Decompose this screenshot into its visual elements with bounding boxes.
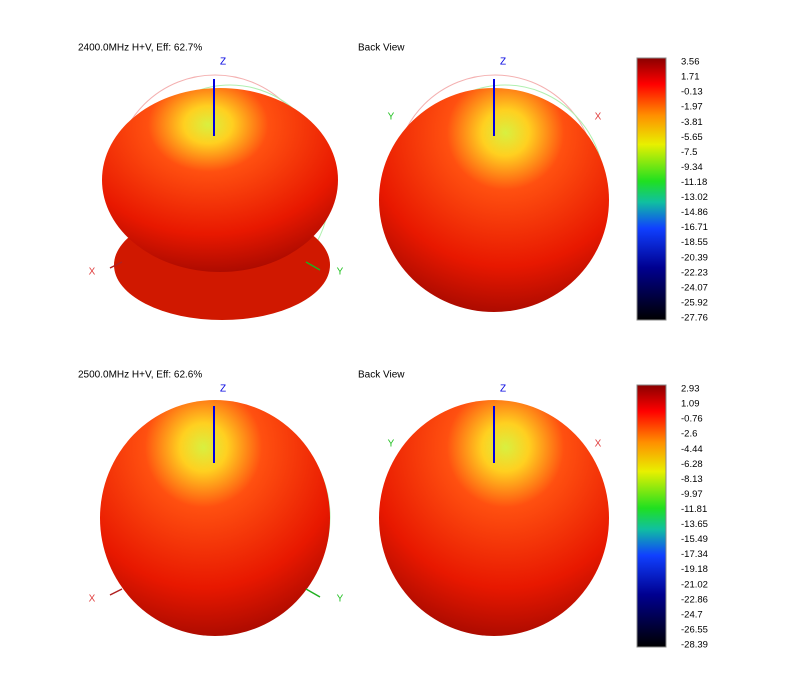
colorbar-label: -7.5 (681, 147, 697, 158)
colorbar-label: -13.65 (681, 519, 708, 530)
colorbar-label: -3.81 (681, 117, 703, 128)
pattern-back (379, 400, 609, 636)
colorbar-label: -9.97 (681, 489, 703, 500)
y-label: Y (388, 439, 395, 450)
pattern-front (100, 400, 330, 636)
y-axis (305, 261, 321, 271)
colorbar-label: -24.7 (681, 609, 703, 620)
colorbar-label: 3.56 (681, 57, 700, 68)
z-label: Z (500, 384, 506, 395)
colorbar-label: -20.39 (681, 252, 708, 263)
panel-title: 2500.0MHz H+V, Eff: 62.6% (78, 370, 202, 381)
colorbar-label: -27.76 (681, 313, 708, 324)
x-label: X (89, 267, 96, 278)
colorbar-label: -19.18 (681, 564, 708, 575)
colorbar-label: -4.44 (681, 444, 703, 455)
colorbar-label: -25.92 (681, 297, 708, 308)
z-label: Z (220, 57, 226, 68)
colorbar-label: -28.39 (681, 640, 708, 651)
pattern-front (102, 88, 338, 272)
y-axis (305, 588, 321, 598)
back-view-title: Back View (358, 370, 405, 381)
colorbar-label: -15.49 (681, 534, 708, 545)
colorbar-label: -16.71 (681, 222, 708, 233)
colorbar-label: -1.97 (681, 102, 703, 113)
z-label: Z (220, 384, 226, 395)
y-label: Y (337, 594, 344, 605)
colorbar-label: -18.55 (681, 237, 708, 248)
x-label: X (89, 594, 96, 605)
colorbar-label: -13.02 (681, 192, 708, 203)
colorbar-label: -9.34 (681, 162, 703, 173)
panel-title: 2400.0MHz H+V, Eff: 62.7% (78, 43, 202, 54)
colorbar-label: 1.71 (681, 72, 700, 83)
y-label: Y (388, 112, 395, 123)
x-axis (109, 588, 123, 596)
colorbar-label: -17.34 (681, 549, 708, 560)
colorbar-label: 2.93 (681, 384, 700, 395)
colorbar-label: -2.6 (681, 429, 697, 440)
x-axis (109, 261, 123, 269)
pattern-back (379, 88, 609, 312)
colorbar-label: -6.28 (681, 459, 703, 470)
colorbar-label: -14.86 (681, 207, 708, 218)
colorbar-label: -22.23 (681, 267, 708, 278)
x-label: X (595, 439, 602, 450)
colorbar-label: -24.07 (681, 282, 708, 293)
colorbar-label: -22.86 (681, 594, 708, 605)
colorbar-label: -11.18 (681, 177, 707, 188)
colorbar-label: -11.81 (681, 504, 707, 515)
z-label: Z (500, 57, 506, 68)
colorbar-label: -0.13 (681, 87, 703, 98)
back-view-title: Back View (358, 43, 405, 54)
x-label: X (595, 112, 602, 123)
colorbar-label: -8.13 (681, 474, 703, 485)
colorbar (636, 57, 667, 321)
colorbar-label: -26.55 (681, 624, 708, 635)
colorbar-label: -0.76 (681, 414, 703, 425)
colorbar (636, 384, 667, 648)
colorbar-label: -21.02 (681, 579, 708, 590)
colorbar-label: -5.65 (681, 132, 703, 143)
y-label: Y (337, 267, 344, 278)
colorbar-label: 1.09 (681, 399, 700, 410)
